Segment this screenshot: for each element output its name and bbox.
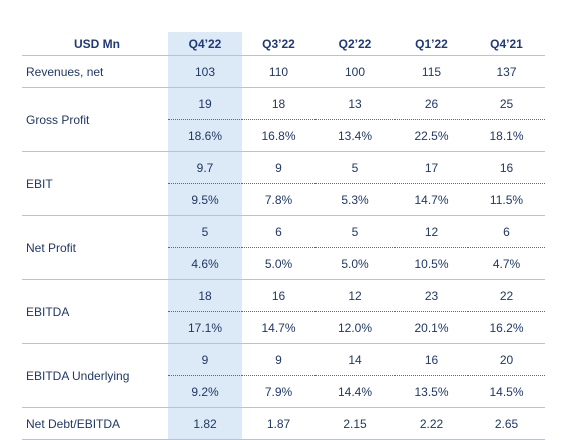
- row: EBITDA Underlying 9 9 14 16 20: [22, 343, 545, 408]
- column-header: Q1’22: [395, 32, 468, 56]
- value-cell: 20: [468, 343, 545, 376]
- margin-row: 4.6% 5.0% 5.0% 10.5% 4.7%: [22, 247, 545, 280]
- value-cell: 2.22: [395, 407, 468, 440]
- page: USD Mn Q4’22 Q3’22 Q2’22 Q1’22 Q4’21 Revenue…: [22, 32, 545, 440]
- margin-cell: 13.4%: [315, 119, 395, 152]
- margin-cell: 18.6%: [168, 119, 242, 152]
- value-cell: 9.7: [168, 151, 242, 184]
- row: EBITDA 18 16 12 23 22: [22, 279, 545, 344]
- row-label: Revenues, net: [22, 55, 168, 88]
- value-cell: 5: [315, 151, 395, 184]
- margin-cell: 22.5%: [395, 119, 468, 152]
- value-cell: 6: [242, 215, 315, 248]
- value-cell: 9: [242, 343, 315, 376]
- column-header: Q3’22: [242, 32, 315, 56]
- row-label: EBIT: [22, 151, 168, 216]
- row-label: Gross Profit: [22, 87, 168, 152]
- row: Gross Profit 19 18 13 26 25: [22, 87, 545, 152]
- value-cell: 6: [468, 215, 545, 248]
- value-cell: 12: [315, 279, 395, 312]
- value-cell: 110: [242, 55, 315, 88]
- value-cell: 5: [168, 215, 242, 248]
- value-cell: 5: [315, 215, 395, 248]
- header-row: USD Mn Q4’22 Q3’22 Q2’22 Q1’22 Q4’21: [22, 32, 545, 56]
- row: Net Debt/EBITDA 1.82 1.87 2.15 2.22 2.65: [22, 407, 545, 440]
- value-cell: 100: [315, 55, 395, 88]
- value-cell: 9: [242, 151, 315, 184]
- row-label: EBITDA Underlying: [22, 343, 168, 408]
- margin-cell: 9.2%: [168, 375, 242, 408]
- row-label: Net Profit: [22, 215, 168, 280]
- margin-row: 9.5% 7.8% 5.3% 14.7% 11.5%: [22, 183, 545, 216]
- value-cell: 26: [395, 87, 468, 120]
- margin-cell: 13.5%: [395, 375, 468, 408]
- value-cell: 19: [168, 87, 242, 120]
- margin-cell: 14.5%: [468, 375, 545, 408]
- value-cell: 12: [395, 215, 468, 248]
- value-cell: 2.15: [315, 407, 395, 440]
- margin-cell: 12.0%: [315, 311, 395, 344]
- value-cell: 18: [168, 279, 242, 312]
- margin-cell: 14.7%: [395, 183, 468, 216]
- row-label: Net Debt/EBITDA: [22, 407, 168, 440]
- value-cell: 14: [315, 343, 395, 376]
- margin-cell: 9.5%: [168, 183, 242, 216]
- column-header: Q2’22: [315, 32, 395, 56]
- margin-row: 9.2% 7.9% 14.4% 13.5% 14.5%: [22, 375, 545, 408]
- margin-cell: 5.3%: [315, 183, 395, 216]
- margin-cell: 14.7%: [242, 311, 315, 344]
- margin-cell: 5.0%: [242, 247, 315, 280]
- value-cell: 1.87: [242, 407, 315, 440]
- value-cell: 115: [395, 55, 468, 88]
- margin-cell: 16.8%: [242, 119, 315, 152]
- financial-table: USD Mn Q4’22 Q3’22 Q2’22 Q1’22 Q4’21 Revenue…: [22, 32, 545, 440]
- value-cell: 18: [242, 87, 315, 120]
- value-cell: 25: [468, 87, 545, 120]
- value-cell: 9: [168, 343, 242, 376]
- margin-cell: 17.1%: [168, 311, 242, 344]
- value-cell: 13: [315, 87, 395, 120]
- margin-cell: 14.4%: [315, 375, 395, 408]
- margin-row: 18.6% 16.8% 13.4% 22.5% 18.1%: [22, 119, 545, 152]
- row: Net Profit 5 6 5 12 6: [22, 215, 545, 280]
- margin-cell: 16.2%: [468, 311, 545, 344]
- margin-cell: 18.1%: [468, 119, 545, 152]
- margin-cell: 7.8%: [242, 183, 315, 216]
- margin-row: 17.1% 14.7% 12.0% 20.1% 16.2%: [22, 311, 545, 344]
- value-cell: 22: [468, 279, 545, 312]
- margin-cell: 4.6%: [168, 247, 242, 280]
- margin-cell: 20.1%: [395, 311, 468, 344]
- value-cell: 137: [468, 55, 545, 88]
- row-label: EBITDA: [22, 279, 168, 344]
- value-cell: 17: [395, 151, 468, 184]
- row: Revenues, net 103 110 100 115 137: [22, 55, 545, 88]
- margin-cell: 5.0%: [315, 247, 395, 280]
- value-cell: 16: [468, 151, 545, 184]
- value-cell: 1.82: [168, 407, 242, 440]
- margin-cell: 4.7%: [468, 247, 545, 280]
- value-cell: 16: [395, 343, 468, 376]
- header-label: USD Mn: [22, 32, 168, 56]
- margin-cell: 11.5%: [468, 183, 545, 216]
- value-cell: 2.65: [468, 407, 545, 440]
- value-cell: 103: [168, 55, 242, 88]
- value-cell: 16: [242, 279, 315, 312]
- column-header: Q4’22: [168, 32, 242, 56]
- row: EBIT 9.7 9 5 17 16: [22, 151, 545, 216]
- margin-cell: 10.5%: [395, 247, 468, 280]
- table-body: Revenues, net 103 110 100 115 137 Gross Profit…: [22, 55, 545, 440]
- margin-cell: 7.9%: [242, 375, 315, 408]
- value-cell: 23: [395, 279, 468, 312]
- column-header: Q4’21: [468, 32, 545, 56]
